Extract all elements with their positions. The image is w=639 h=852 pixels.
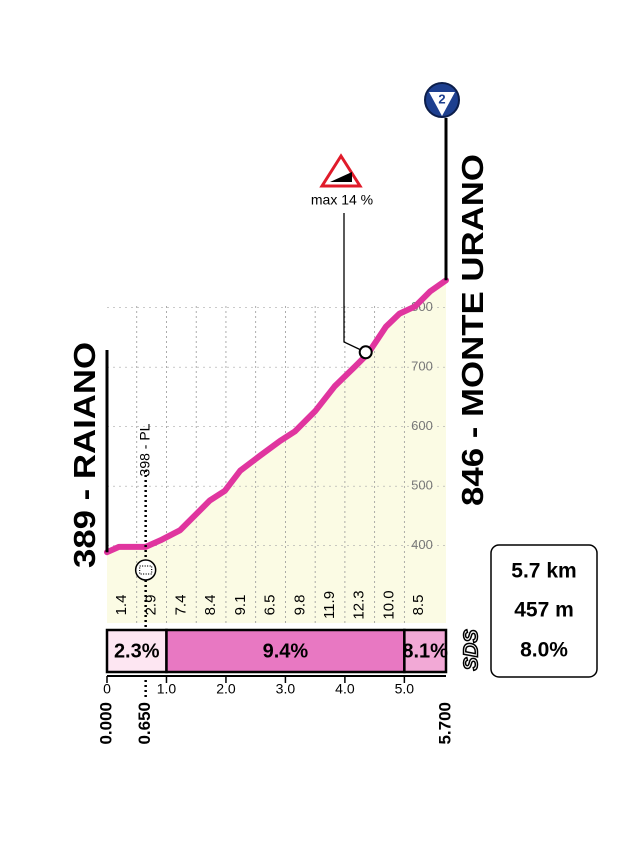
- y-tick-label: 600: [411, 418, 433, 433]
- distance-mark: 0.000: [96, 702, 115, 745]
- gradient-label: 1.4: [113, 595, 130, 616]
- segment-label: 2.3%: [114, 640, 160, 662]
- gradient-label: 7.4: [172, 595, 189, 616]
- gradient-label: 8.4: [202, 595, 219, 616]
- summary-gain: 457 m: [514, 599, 574, 622]
- area: [107, 280, 446, 623]
- y-tick-label: 700: [411, 359, 433, 374]
- badge-number: 2: [438, 91, 445, 106]
- x-tick-label: 5.0: [395, 681, 415, 697]
- gradient-label: 8.5: [410, 595, 427, 616]
- profile-line: [104, 277, 449, 556]
- x-tick-label: 2.0: [216, 681, 236, 697]
- x-tick-label: 1.0: [157, 681, 177, 697]
- segment: [165, 628, 406, 674]
- segment-label: 8.1%: [402, 640, 448, 662]
- pl-label: 398 - PL: [136, 423, 152, 476]
- x-tick-label: 4.0: [335, 681, 355, 697]
- plot: 1.4 2.9 7.4 8.4 9.1 6.5 9.8 11.9 12.3 10.0 8.54005…: [67, 118, 490, 745]
- y-tick-label: 500: [411, 478, 433, 493]
- logo: SDS: [460, 629, 482, 671]
- start-name: 389 - RAIANO: [67, 342, 102, 568]
- max-icon-slope: [330, 172, 352, 182]
- gradient-label: 11.9: [321, 591, 338, 619]
- finish-name: 846 - MONTE URANO: [455, 154, 490, 506]
- segment-label: 9.4%: [263, 640, 309, 662]
- distance-mark: 5.700: [435, 702, 454, 745]
- y-tick-label: 400: [411, 537, 433, 552]
- distance-mark: 0.650: [135, 702, 154, 745]
- gradient-label: 12.3: [351, 590, 368, 619]
- badge-triangle: [429, 92, 455, 116]
- segment: [403, 628, 448, 674]
- pl-icon-bars: [139, 565, 153, 575]
- x-tick-label: 0: [103, 681, 111, 697]
- gradient-label: 9.8: [291, 595, 308, 616]
- gradient-label: 10.0: [380, 590, 397, 619]
- segment: [105, 628, 168, 674]
- gradient-label: 6.5: [262, 595, 279, 616]
- max-point: [358, 345, 373, 360]
- summary-distance: 5.7 km: [511, 560, 576, 583]
- max-leader: [343, 213, 366, 353]
- x-tick-label: 3.0: [276, 681, 296, 697]
- max-label: max 14 %: [311, 192, 373, 208]
- summary-gradient: 8.0%: [520, 639, 568, 662]
- pl-icon: [134, 559, 157, 581]
- gradient-label: 9.1: [232, 595, 249, 616]
- summary-box: [490, 544, 598, 678]
